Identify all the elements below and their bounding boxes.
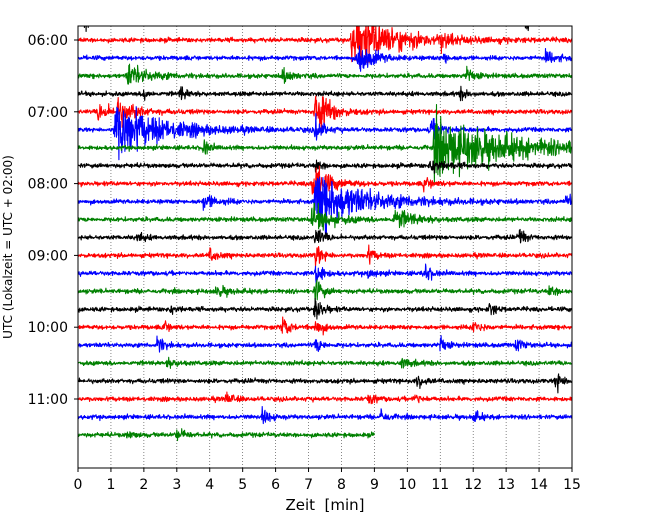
x-tick-label: 11 <box>431 477 449 493</box>
seismic-trace-0830 <box>78 202 572 231</box>
seismic-trace-0945 <box>78 298 572 320</box>
seismic-traces <box>78 26 572 442</box>
seismic-trace-0630 <box>78 63 572 85</box>
x-tick-label: 0 <box>74 477 83 493</box>
x-tick-label: 8 <box>337 477 346 493</box>
plot-frame <box>77 25 573 469</box>
x-tick-label: 7 <box>304 477 313 493</box>
y-tick-label: 07:00 <box>28 105 68 121</box>
seismic-trace-1100 <box>78 391 572 405</box>
y-tick-label: 09:00 <box>28 248 68 264</box>
x-tick-label: 13 <box>497 477 515 493</box>
seismic-trace-0800 <box>78 165 572 195</box>
seismic-trace-1045 <box>78 373 572 394</box>
y-tick-label: 11:00 <box>28 392 68 408</box>
y-tick-label: 08:00 <box>28 177 68 193</box>
x-tick-label: 3 <box>172 477 181 493</box>
seismic-trace-1015 <box>78 335 572 353</box>
y-tick-label: 10:00 <box>28 320 68 336</box>
seismic-trace-0845 <box>78 228 572 244</box>
x-tick-label: 2 <box>139 477 148 493</box>
y-axis-ticks: 06:00 07:00 08:00 09:00 10:00 11:00 <box>28 33 78 408</box>
x-tick-label: 12 <box>464 477 482 493</box>
x-axis-label: Zeit [min] <box>285 496 364 514</box>
x-tick-label: 4 <box>205 477 214 493</box>
seismic-trace-0645 <box>78 85 572 102</box>
x-axis-ticks: 0 1 2 3 4 5 6 7 8 9 10 11 12 13 14 15 <box>74 468 581 493</box>
seismic-trace-0700 <box>78 95 572 134</box>
seismic-trace-0930 <box>78 279 572 303</box>
y-axis-label: UTC (Lokalzeit = UTC + 02:00) <box>1 155 15 339</box>
seismic-trace-0730 <box>78 103 572 183</box>
x-tick-label: 14 <box>530 477 548 493</box>
seismic-trace-1130 <box>78 428 375 442</box>
x-tick-label: 6 <box>271 477 280 493</box>
seismic-trace-1115 <box>78 405 572 425</box>
x-tick-label: 9 <box>370 477 379 493</box>
seismic-trace-0615 <box>78 45 572 72</box>
x-tick-label: 5 <box>238 477 247 493</box>
seismic-trace-0900 <box>78 244 572 268</box>
seismic-trace-1000 <box>78 316 572 336</box>
x-tick-label: 10 <box>398 477 416 493</box>
y-tick-label: 06:00 <box>28 33 68 49</box>
seismic-trace-0715 <box>78 106 572 161</box>
x-tick-label: 15 <box>563 477 581 493</box>
seismic-trace-0745 <box>78 159 572 174</box>
seismic-trace-1030 <box>78 356 572 369</box>
seismic-trace-0915 <box>78 263 572 284</box>
seismic-trace-0600 <box>78 26 572 67</box>
seismic-trace-0815 <box>78 176 572 237</box>
x-tick-label: 1 <box>106 477 115 493</box>
